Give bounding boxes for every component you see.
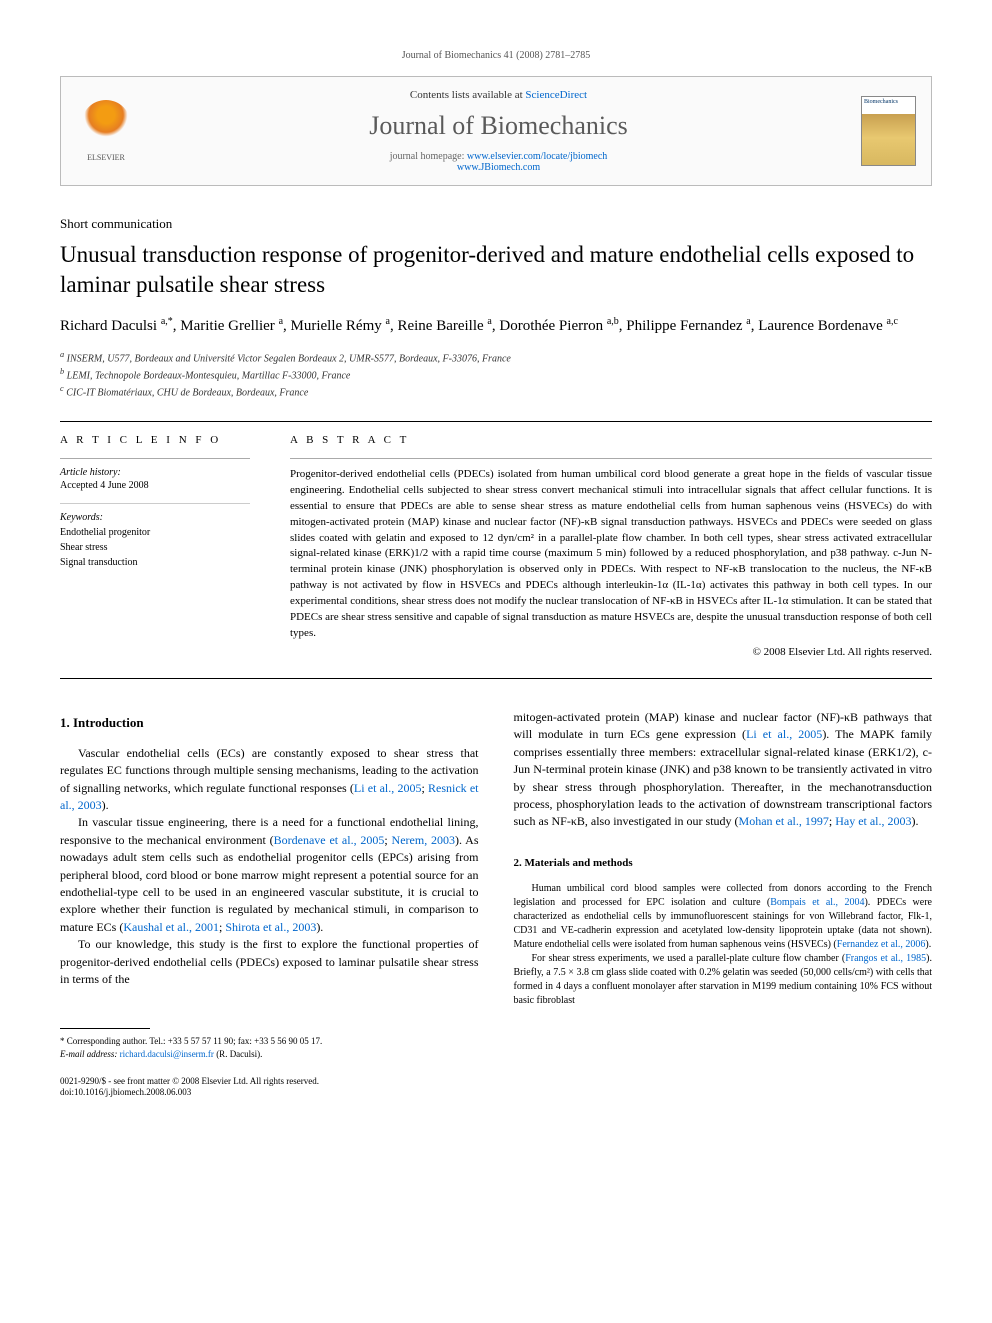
ref-mohan-1997[interactable]: Mohan et al., 1997 bbox=[739, 814, 829, 828]
ref-li-2005[interactable]: Li et al., 2005 bbox=[354, 781, 422, 795]
affiliations: a INSERM, U577, Bordeaux and Université … bbox=[60, 349, 932, 401]
article-type: Short communication bbox=[60, 216, 932, 232]
history-label: Article history: bbox=[60, 467, 250, 478]
intro-p2-b: ; bbox=[384, 833, 391, 847]
homepage-link-1[interactable]: www.elsevier.com/locate/jbiomech bbox=[467, 151, 607, 162]
methods-para-2: For shear stress experiments, we used a … bbox=[514, 952, 933, 1008]
abstract-divider bbox=[290, 458, 932, 459]
elsevier-label: ELSEVIER bbox=[87, 153, 125, 162]
intro-para-2: In vascular tissue engineering, there is… bbox=[60, 814, 479, 936]
footnote-divider bbox=[60, 1028, 150, 1029]
article-info-heading: A R T I C L E I N F O bbox=[60, 434, 250, 446]
body-column-right: mitogen-activated protein (MAP) kinase a… bbox=[514, 709, 933, 1099]
sciencedirect-link[interactable]: ScienceDirect bbox=[525, 89, 587, 101]
contents-prefix: Contents lists available at bbox=[410, 89, 525, 101]
contents-available-line: Contents lists available at ScienceDirec… bbox=[156, 89, 841, 101]
email-link[interactable]: richard.daculsi@inserm.fr bbox=[120, 1049, 214, 1059]
email-label: E-mail address: bbox=[60, 1049, 120, 1059]
homepage-line: journal homepage: www.elsevier.com/locat… bbox=[156, 151, 841, 173]
ref-li-2005-b[interactable]: Li et al., 2005 bbox=[746, 727, 822, 741]
email-suffix: (R. Daculsi). bbox=[214, 1049, 263, 1059]
intro-heading: 1. Introduction bbox=[60, 714, 479, 733]
journal-name: Journal of Biomechanics bbox=[156, 111, 841, 141]
ref-bompais-2004[interactable]: Bompais et al., 2004 bbox=[770, 897, 864, 908]
col2-para-1: mitogen-activated protein (MAP) kinase a… bbox=[514, 709, 933, 831]
header-citation: Journal of Biomechanics 41 (2008) 2781–2… bbox=[60, 50, 932, 61]
divider-top bbox=[60, 421, 932, 422]
journal-header-box: ELSEVIER Contents lists available at Sci… bbox=[60, 76, 932, 186]
ref-shirota-2003[interactable]: Shirota et al., 2003 bbox=[225, 920, 316, 934]
elsevier-logo: ELSEVIER bbox=[76, 96, 136, 166]
ref-kaushal-2001[interactable]: Kaushal et al., 2001 bbox=[123, 920, 219, 934]
footer-line-1: 0021-9290/$ - see front matter © 2008 El… bbox=[60, 1076, 479, 1088]
ref-nerem-2003[interactable]: Nerem, 2003 bbox=[392, 833, 455, 847]
intro-p1-end: ). bbox=[102, 798, 109, 812]
article-title: Unusual transduction response of progeni… bbox=[60, 240, 932, 300]
methods-heading: 2. Materials and methods bbox=[514, 856, 933, 872]
copyright-text: © 2008 Elsevier Ltd. All rights reserved… bbox=[290, 646, 932, 658]
ref-fernandez-2006[interactable]: Fernandez et al., 2006 bbox=[837, 939, 926, 950]
ref-frangos-1985[interactable]: Frangos et al., 1985 bbox=[845, 953, 926, 964]
abstract-text: Progenitor-derived endothelial cells (PD… bbox=[290, 467, 932, 642]
article-info-column: A R T I C L E I N F O Article history: A… bbox=[60, 434, 250, 658]
ref-hay-2003[interactable]: Hay et al., 2003 bbox=[835, 814, 911, 828]
methods-p1-c: ). bbox=[925, 939, 931, 950]
authors-line: Richard Daculsi a,*, Maritie Grellier a,… bbox=[60, 315, 932, 337]
keywords-list: Endothelial progenitorShear stressSignal… bbox=[60, 525, 250, 570]
homepage-prefix: journal homepage: bbox=[390, 151, 467, 162]
intro-para-3: To our knowledge, this study is the firs… bbox=[60, 936, 479, 988]
intro-p2-e: ). bbox=[316, 920, 323, 934]
intro-p2-c: ). As nowadays adult stem cells such as … bbox=[60, 833, 479, 934]
journal-cover-thumbnail: Biomechanics bbox=[861, 96, 916, 166]
cover-title-text: Biomechanics bbox=[864, 99, 898, 105]
abstract-column: A B S T R A C T Progenitor-derived endot… bbox=[290, 434, 932, 658]
ref-bordenave-2005[interactable]: Bordenave et al., 2005 bbox=[274, 833, 385, 847]
footer-doi: doi:10.1016/j.jbiomech.2008.06.003 bbox=[60, 1087, 479, 1099]
corresponding-author-footnote: * Corresponding author. Tel.: +33 5 57 5… bbox=[60, 1035, 479, 1060]
footer-copyright: 0021-9290/$ - see front matter © 2008 El… bbox=[60, 1076, 479, 1099]
homepage-link-2[interactable]: www.JBiomech.com bbox=[457, 162, 540, 173]
methods-p2-a: For shear stress experiments, we used a … bbox=[532, 953, 846, 964]
divider-bottom bbox=[60, 678, 932, 679]
info-divider bbox=[60, 458, 250, 459]
abstract-heading: A B S T R A C T bbox=[290, 434, 932, 446]
intro-para-1: Vascular endothelial cells (ECs) are con… bbox=[60, 745, 479, 815]
corr-author-text: * Corresponding author. Tel.: +33 5 57 5… bbox=[60, 1035, 479, 1048]
col2-p1-d: ). bbox=[912, 814, 919, 828]
info-divider-2 bbox=[60, 503, 250, 504]
body-column-left: 1. Introduction Vascular endothelial cel… bbox=[60, 709, 479, 1099]
methods-para-1: Human umbilical cord blood samples were … bbox=[514, 882, 933, 952]
history-text: Accepted 4 June 2008 bbox=[60, 480, 250, 491]
keywords-label: Keywords: bbox=[60, 512, 250, 523]
